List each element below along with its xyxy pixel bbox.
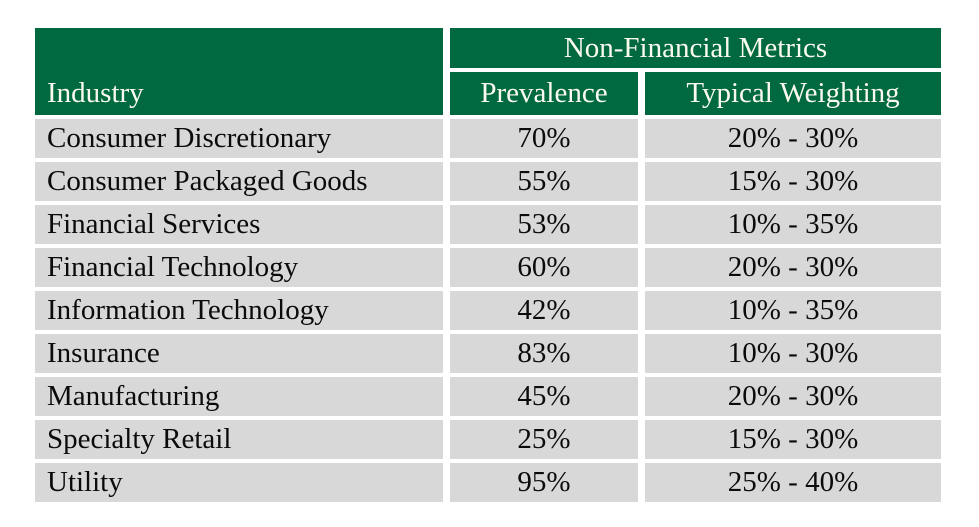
table-row-weighting: 20% - 30%: [645, 248, 941, 287]
table-row-industry: Financial Technology: [35, 248, 443, 287]
table-row-industry: Insurance: [35, 334, 443, 373]
column-header-industry: Industry: [35, 28, 443, 115]
table-row-prevalence: 42%: [450, 291, 638, 330]
table-row-prevalence: 83%: [450, 334, 638, 373]
table-row-weighting: 10% - 30%: [645, 334, 941, 373]
table-row-prevalence: 25%: [450, 420, 638, 459]
table-row-prevalence: 95%: [450, 463, 638, 502]
table-row-weighting: 20% - 30%: [645, 119, 941, 158]
table-row-weighting: 10% - 35%: [645, 291, 941, 330]
column-header-prevalence: Prevalence: [450, 72, 638, 115]
table-row-weighting: 25% - 40%: [645, 463, 941, 502]
table-row-prevalence: 55%: [450, 162, 638, 201]
table-row-industry: Consumer Discretionary: [35, 119, 443, 158]
table-row-weighting: 15% - 30%: [645, 162, 941, 201]
table-row-weighting: 20% - 30%: [645, 377, 941, 416]
table-row-industry: Financial Services: [35, 205, 443, 244]
table-row-weighting: 15% - 30%: [645, 420, 941, 459]
non-financial-metrics-table: Industry Non-Financial Metrics Prevalenc…: [35, 28, 941, 502]
table-row-prevalence: 53%: [450, 205, 638, 244]
table-row-industry: Utility: [35, 463, 443, 502]
table-row-industry: Consumer Packaged Goods: [35, 162, 443, 201]
column-header-typical-weighting: Typical Weighting: [645, 72, 941, 115]
table-row-industry: Specialty Retail: [35, 420, 443, 459]
table-row-prevalence: 45%: [450, 377, 638, 416]
group-header-non-financial-metrics: Non-Financial Metrics: [450, 28, 941, 68]
table-row-weighting: 10% - 35%: [645, 205, 941, 244]
table-row-industry: Manufacturing: [35, 377, 443, 416]
table-row-prevalence: 60%: [450, 248, 638, 287]
table-row-prevalence: 70%: [450, 119, 638, 158]
table-row-industry: Information Technology: [35, 291, 443, 330]
